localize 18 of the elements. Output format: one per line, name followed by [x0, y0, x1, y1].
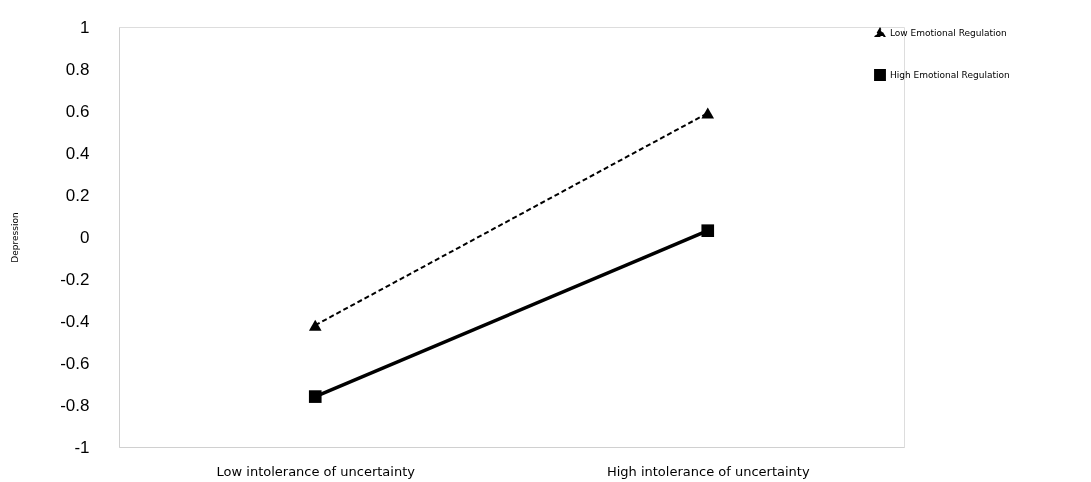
x-tick-label: High intolerance of uncertainty [606, 463, 810, 479]
legend-label: High Emotional Regulation [890, 70, 1010, 80]
y-tick-label: 0 [80, 227, 90, 247]
y-tick-label: 1 [80, 17, 90, 37]
y-tick-label: 0.8 [65, 59, 90, 79]
y-tick-label: -0.4 [60, 311, 90, 331]
y-axis-title: Depression [10, 212, 21, 263]
y-tick-label: -0.6 [60, 353, 90, 373]
y-tick-label: -1 [74, 437, 90, 457]
legend-label: Low Emotional Regulation [890, 27, 1007, 38]
y-tick-label: 0.4 [65, 143, 90, 163]
point [701, 224, 715, 238]
y-tick-label: 0.6 [65, 101, 90, 121]
point [308, 390, 322, 403]
x-tick-label: Low intolerance of uncertainty [216, 463, 416, 479]
y-tick-label: 0.2 [65, 185, 90, 205]
y-tick-label: -0.8 [60, 395, 90, 415]
y-tick-label: -0.2 [60, 269, 90, 289]
